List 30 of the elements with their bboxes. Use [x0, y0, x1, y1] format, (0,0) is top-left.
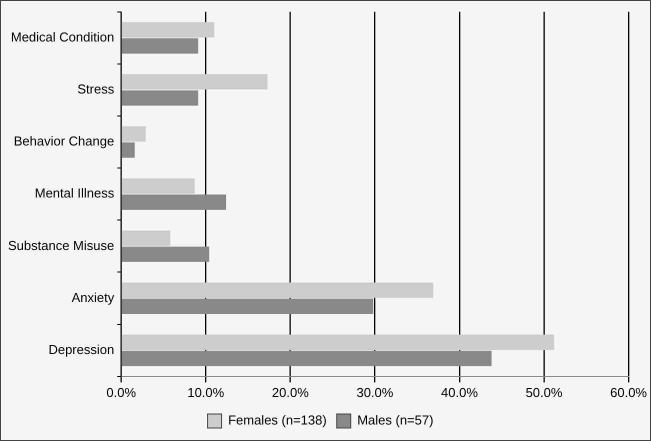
legend-label: Females (n=138)	[228, 412, 327, 428]
bar	[122, 38, 198, 54]
bar	[122, 334, 554, 350]
bar	[122, 74, 268, 90]
legend-label: Males (n=57)	[357, 412, 434, 428]
y-tick-label: Behavior Change	[14, 134, 114, 149]
x-tick-label: 40.0%	[441, 384, 478, 400]
bar	[122, 142, 135, 158]
y-tick-label: Depression	[48, 342, 114, 357]
y-tick-label: Anxiety	[72, 290, 115, 305]
bar	[122, 246, 210, 262]
bar	[122, 282, 434, 298]
x-tick-label: 30.0%	[356, 384, 394, 400]
y-tick-label: Mental Illness	[34, 186, 115, 201]
bar	[122, 22, 214, 38]
x-tick-label: 50.0%	[526, 384, 563, 400]
x-tick-label: 10.0%	[187, 384, 225, 400]
bar	[122, 194, 226, 210]
y-tick-label: Substance Misuse	[8, 238, 114, 253]
x-tick-label: 60.0%	[610, 384, 648, 400]
bar	[122, 178, 195, 194]
bar	[122, 350, 492, 366]
x-tick-label: 0.0%	[106, 384, 136, 400]
x-tick-label: 20.0%	[272, 384, 310, 400]
bar	[122, 298, 374, 314]
bar	[122, 90, 198, 106]
bar	[122, 126, 146, 142]
bar	[122, 230, 170, 246]
y-tick-label: Medical Condition	[10, 29, 114, 44]
y-tick-label: Stress	[77, 82, 115, 97]
